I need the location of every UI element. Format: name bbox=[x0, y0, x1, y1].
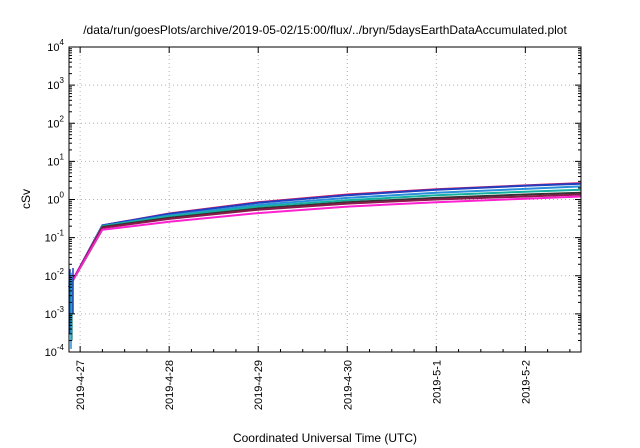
y-tick-exponent: -1 bbox=[57, 229, 65, 238]
y-tick-exponent: 3 bbox=[60, 76, 65, 85]
series-layer bbox=[68, 182, 582, 288]
y-tick-exponent: -4 bbox=[57, 343, 65, 352]
x-tick-label: 2019-5-2 bbox=[520, 360, 532, 404]
y-tick-exponent: 0 bbox=[60, 191, 65, 200]
series-line-6 bbox=[68, 193, 582, 288]
y-tick-exponent: 4 bbox=[60, 38, 65, 47]
x-tick-label: 2019-4-28 bbox=[164, 360, 176, 410]
y-tick-exponent: 1 bbox=[60, 152, 65, 161]
x-axis-ticks: 2019-4-27 2019-4-28 2019-4-29 2019-4-30 2019… bbox=[75, 47, 571, 410]
y-axis-label: cSv bbox=[19, 189, 33, 209]
x-tick-label: 2019-4-30 bbox=[342, 360, 354, 410]
y-tick-exponent: -3 bbox=[57, 305, 65, 314]
initial-spikes bbox=[69, 267, 74, 349]
x-tick-label: 2019-4-27 bbox=[75, 360, 87, 410]
x-tick-label: 2019-4-29 bbox=[253, 360, 265, 410]
x-tick-label: 2019-5-1 bbox=[431, 360, 443, 404]
chart-title: /data/run/goesPlots/archive/2019-05-02/1… bbox=[83, 23, 567, 37]
y-tick-exponent: -2 bbox=[57, 267, 65, 276]
x-axis-label: Coordinated Universal Time (UTC) bbox=[233, 431, 417, 445]
y-tick-exponent: 2 bbox=[60, 114, 65, 123]
series-line-7 bbox=[68, 195, 582, 288]
